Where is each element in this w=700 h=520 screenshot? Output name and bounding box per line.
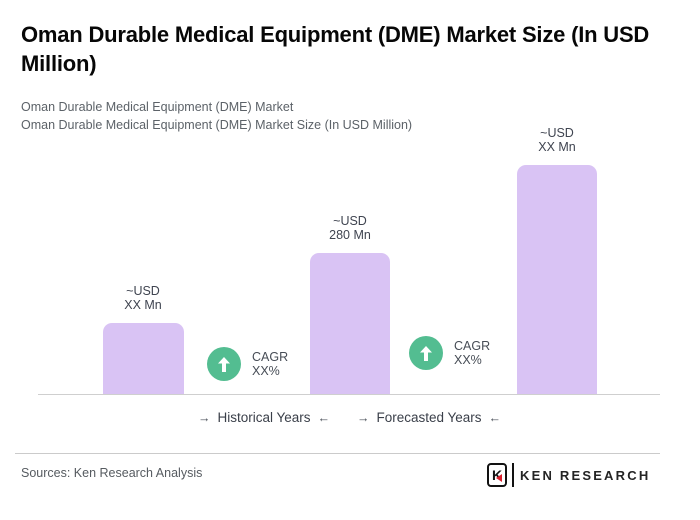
cagr-text: CAGR XX% bbox=[454, 339, 490, 367]
bar-value-label-historical-start: ~USD XX Mn bbox=[83, 284, 203, 312]
cagr-badge-historical: CAGR XX% bbox=[207, 347, 288, 381]
period-label-text: Historical Years bbox=[217, 410, 311, 425]
period-label-historical: → Historical Years ← bbox=[198, 410, 330, 425]
logo-separator bbox=[512, 463, 514, 487]
bar-historical-start bbox=[103, 323, 184, 394]
subtitle-line-1: Oman Durable Medical Equipment (DME) Mar… bbox=[21, 100, 294, 114]
right-arrow-icon: → bbox=[197, 410, 211, 425]
bar-label-line: 280 Mn bbox=[329, 228, 371, 242]
page-title: Oman Durable Medical Equipment (DME) Mar… bbox=[21, 22, 650, 76]
left-arrow-icon: ← bbox=[488, 410, 502, 425]
left-arrow-icon: ← bbox=[317, 410, 331, 425]
bar-label-line: ~USD bbox=[540, 126, 574, 140]
logo-red-triangle-icon bbox=[496, 474, 502, 482]
period-label-forecasted: → Forecasted Years ← bbox=[357, 410, 501, 425]
bar-label-line: ~USD bbox=[333, 214, 367, 228]
growth-up-arrow-icon bbox=[207, 347, 241, 381]
cagr-badge-forecast: CAGR XX% bbox=[409, 336, 490, 370]
cagr-label: CAGR bbox=[454, 339, 491, 353]
cagr-text: CAGR XX% bbox=[252, 350, 288, 378]
bar-label-line: XX Mn bbox=[538, 140, 576, 154]
bar-value-label-forecast: ~USD XX Mn bbox=[497, 126, 617, 154]
chart-subtitle: Oman Durable Medical Equipment (DME) Mar… bbox=[21, 98, 412, 134]
bar-label-line: ~USD bbox=[126, 284, 160, 298]
right-arrow-icon: → bbox=[356, 410, 370, 425]
ken-research-logo: K KEN RESEARCH bbox=[487, 461, 650, 489]
period-label-text: Forecasted Years bbox=[376, 410, 482, 425]
sources-text: Sources: Ken Research Analysis bbox=[21, 466, 203, 480]
subtitle-line-2: Oman Durable Medical Equipment (DME) Mar… bbox=[21, 118, 413, 132]
cagr-label: CAGR bbox=[252, 350, 289, 364]
footer-divider bbox=[15, 453, 660, 454]
bar-forecast bbox=[517, 165, 597, 394]
x-axis-baseline bbox=[38, 394, 660, 395]
bar-historical-end bbox=[310, 253, 390, 394]
logo-emblem-icon: K bbox=[487, 463, 507, 487]
bar-label-line: XX Mn bbox=[124, 298, 162, 312]
logo-text: KEN RESEARCH bbox=[520, 467, 651, 483]
growth-up-arrow-icon bbox=[409, 336, 443, 370]
bar-value-label-historical-end: ~USD 280 Mn bbox=[290, 214, 410, 242]
cagr-value: XX% bbox=[252, 364, 280, 378]
cagr-value: XX% bbox=[454, 353, 482, 367]
